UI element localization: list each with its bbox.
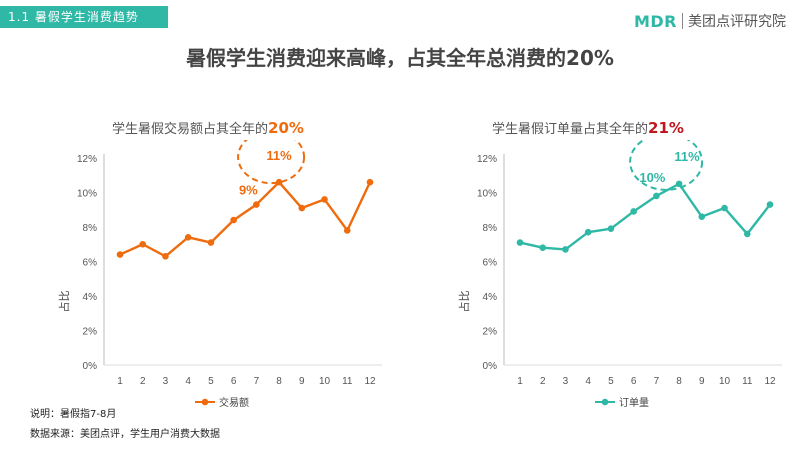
chart-title-right-highlight: 21% xyxy=(648,119,684,137)
y-tick-label: 0% xyxy=(483,361,498,372)
data-point xyxy=(366,178,374,186)
footnote-source: 数据来源：美团点评，学生用户消费大数据 xyxy=(30,429,220,440)
x-tick-label: 3 xyxy=(163,376,169,387)
data-point xyxy=(207,239,215,246)
series-line-交易额 xyxy=(119,180,372,258)
data-point xyxy=(653,192,660,200)
x-tick-label: 8 xyxy=(676,376,682,387)
x-tick-label: 8 xyxy=(276,376,282,387)
y-tick-label: 4% xyxy=(83,292,98,303)
chart-title-left-highlight: 20% xyxy=(268,119,304,137)
highlight-circle xyxy=(237,140,306,185)
legend-marker xyxy=(601,398,609,406)
x-tick-label: 3 xyxy=(563,376,569,387)
x-tick-label: 4 xyxy=(185,376,191,387)
x-tick-label: 9 xyxy=(699,376,705,387)
legend-marker xyxy=(201,398,209,406)
data-label: 11% xyxy=(266,148,292,163)
y-tick-label: 12% xyxy=(77,154,97,165)
data-point xyxy=(562,246,569,253)
y-tick-label: 6% xyxy=(483,258,498,269)
legend-label: 订单量 xyxy=(619,397,649,409)
chart-title-left-text: 学生暑假交易额占其全年的 xyxy=(112,122,269,137)
x-tick-label: 1 xyxy=(517,376,523,387)
data-point xyxy=(766,201,774,208)
y-tick-label: 8% xyxy=(83,223,98,234)
series-line-订单量 xyxy=(519,182,771,251)
y-tick-label: 4% xyxy=(483,292,498,303)
legend-label: 交易额 xyxy=(219,396,249,409)
data-point xyxy=(743,230,751,238)
x-tick-label: 2 xyxy=(540,376,546,387)
x-tick-label: 7 xyxy=(654,376,660,387)
data-point xyxy=(698,213,706,220)
data-point xyxy=(721,204,728,212)
data-point xyxy=(253,201,260,208)
logo-mark: MDR xyxy=(633,11,677,31)
data-point xyxy=(230,216,237,224)
data-point xyxy=(343,227,351,234)
data-label: 10% xyxy=(639,170,665,185)
x-tick-label: 10 xyxy=(719,376,731,387)
y-tick-label: 10% xyxy=(477,189,497,200)
page-title: 暑假学生消费迎来高峰，占其全年总消费的20% xyxy=(186,46,614,70)
data-point xyxy=(630,208,637,215)
chart-title-right-text: 学生暑假订单量占其全年的 xyxy=(492,122,649,137)
logo-divider xyxy=(682,13,683,29)
data-point xyxy=(675,180,683,188)
x-tick-label: 7 xyxy=(254,376,260,387)
data-point xyxy=(539,244,547,251)
data-point xyxy=(116,251,124,258)
data-label: 9% xyxy=(239,183,258,198)
y-tick-label: 8% xyxy=(483,223,498,234)
chart-title-right: 学生暑假订单量占其全年的21% xyxy=(492,118,684,137)
x-tick-label: 5 xyxy=(608,376,614,387)
footnote-definition: 说明：暑假指7-8月 xyxy=(30,409,117,420)
x-tick-label: 6 xyxy=(231,376,237,387)
data-point xyxy=(184,234,192,241)
data-point xyxy=(516,239,524,246)
y-tick-label: 2% xyxy=(483,327,498,338)
data-point xyxy=(275,178,283,186)
data-point xyxy=(298,204,306,212)
x-tick-label: 11 xyxy=(342,376,353,387)
chart-left: 0%2%4%6%8%10%12%占比1 2 3 4 5 6 7 8 9 10 11 129%11%交易… xyxy=(57,140,382,409)
y-axis-label: 占比 xyxy=(57,291,71,313)
data-point xyxy=(139,240,147,248)
x-tick-label: 6 xyxy=(631,376,637,387)
x-tick-label: 2 xyxy=(140,376,146,387)
data-point xyxy=(321,196,328,203)
x-tick-label: 11 xyxy=(742,376,753,387)
data-point xyxy=(584,228,592,236)
x-tick-label: 5 xyxy=(208,376,214,387)
x-tick-label: 12 xyxy=(764,376,776,387)
section-tag: 1.1 暑假学生消费趋势 xyxy=(0,6,168,28)
chart-right: 0%2%4%6%8%10%12%占比1 2 3 4 5 6 7 8 9 10 11 1210%11%订… xyxy=(457,140,782,409)
chart-title-left: 学生暑假交易额占其全年的20% xyxy=(112,118,304,137)
logo-text: 美团点评研究院 xyxy=(688,14,786,30)
data-point xyxy=(162,253,169,260)
y-tick-label: 6% xyxy=(83,258,98,269)
x-tick-label: 4 xyxy=(585,376,591,387)
y-tick-label: 0% xyxy=(83,361,98,372)
x-tick-label: 12 xyxy=(364,376,376,387)
x-tick-label: 9 xyxy=(299,376,305,387)
y-tick-label: 10% xyxy=(77,189,97,200)
highlight-circle xyxy=(629,140,704,191)
y-tick-label: 2% xyxy=(83,327,98,338)
x-tick-label: 10 xyxy=(319,376,331,387)
data-point xyxy=(607,225,615,233)
y-tick-label: 12% xyxy=(477,154,497,165)
x-tick-label: 1 xyxy=(117,376,123,387)
y-axis-label: 占比 xyxy=(457,291,471,313)
data-label: 11% xyxy=(674,149,700,164)
logo: MDR 美团点评研究院 xyxy=(634,10,786,32)
